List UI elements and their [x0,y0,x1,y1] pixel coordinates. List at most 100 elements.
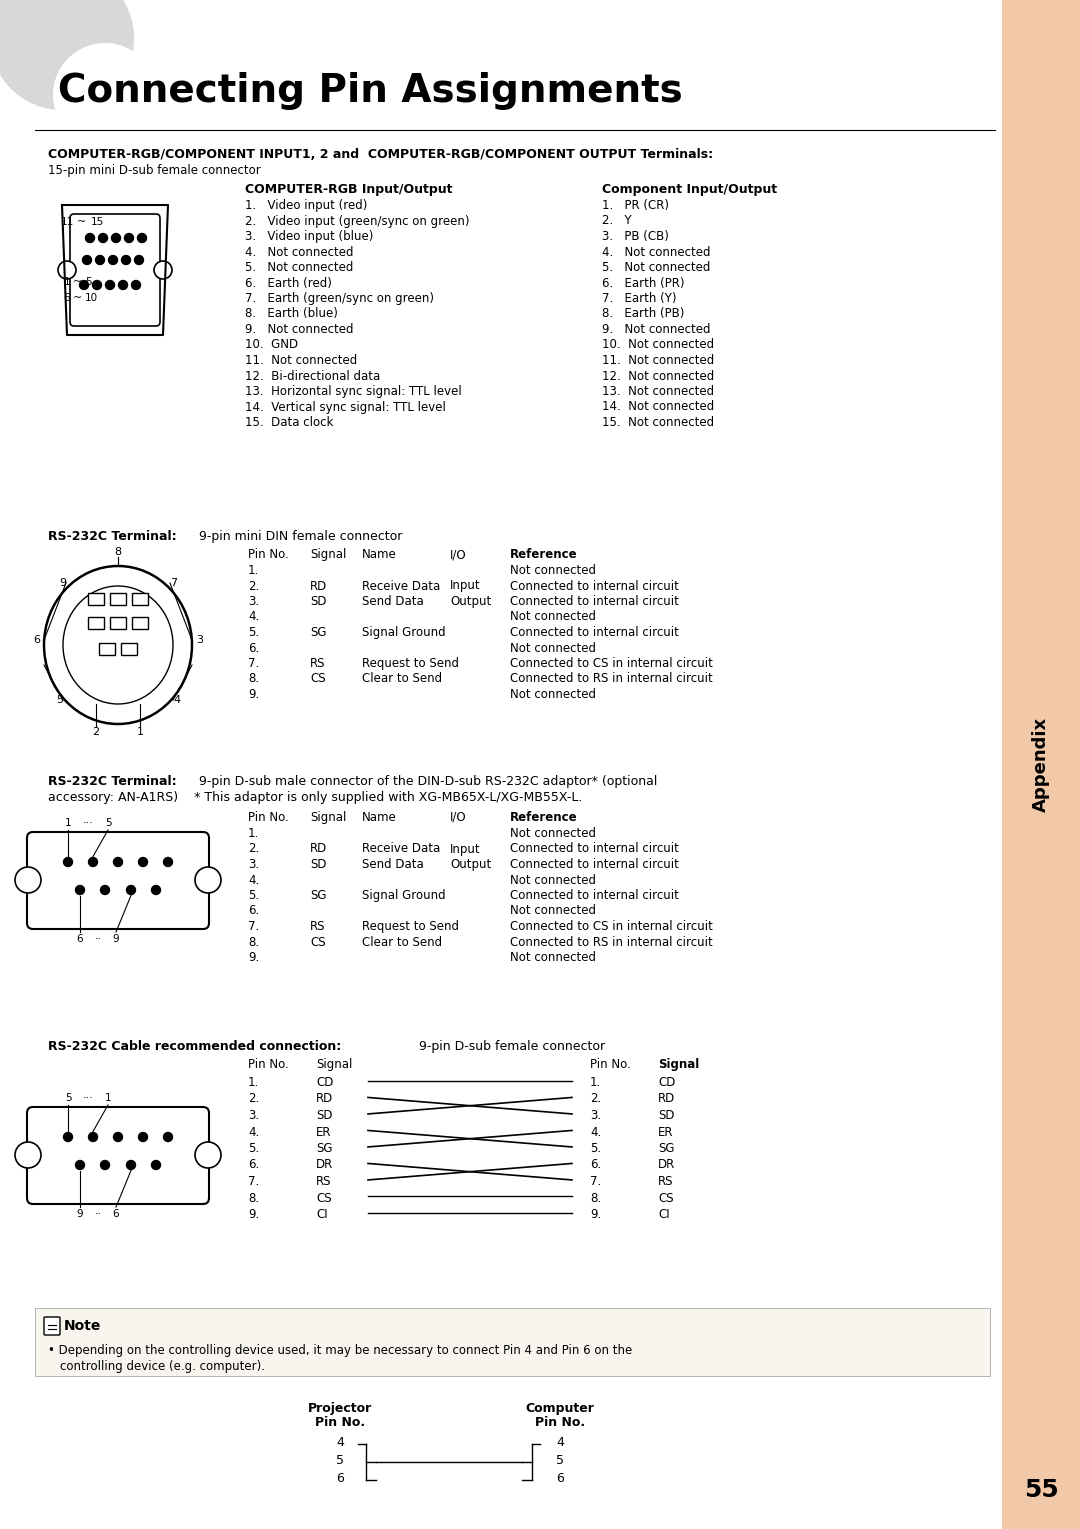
FancyBboxPatch shape [87,593,104,605]
Text: Not connected: Not connected [510,610,596,624]
Text: 4: 4 [556,1436,564,1449]
FancyBboxPatch shape [132,618,148,628]
Text: 5.   Not connected: 5. Not connected [245,261,353,274]
Text: Computer: Computer [526,1402,594,1414]
Circle shape [108,255,118,265]
Text: 15-pin mini D-sub female connector: 15-pin mini D-sub female connector [48,164,260,177]
Text: 3.: 3. [248,1109,259,1122]
Text: Not connected: Not connected [510,905,596,917]
Circle shape [151,885,161,894]
Circle shape [113,1133,122,1142]
Text: Connected to RS in internal circuit: Connected to RS in internal circuit [510,936,713,948]
Text: 2.: 2. [248,579,259,593]
Text: 55: 55 [1024,1479,1058,1501]
Text: 10: 10 [85,294,98,303]
Text: 6: 6 [336,1472,343,1485]
Text: SG: SG [310,888,326,902]
Text: 2.: 2. [590,1093,602,1105]
Text: 5.   Not connected: 5. Not connected [602,261,711,274]
Text: 4.: 4. [248,1125,259,1139]
Text: RS-232C Terminal:: RS-232C Terminal: [48,775,177,787]
Text: Receive Data: Receive Data [362,842,441,856]
Text: DR: DR [658,1159,675,1171]
Text: controlling device (e.g. computer).: controlling device (e.g. computer). [60,1359,265,1373]
Text: SD: SD [310,595,326,609]
Text: Connected to internal circuit: Connected to internal circuit [510,579,679,593]
Text: 1.: 1. [248,1076,259,1089]
Circle shape [89,1133,97,1142]
Circle shape [0,0,134,110]
Text: 1: 1 [65,818,71,829]
Circle shape [58,261,76,278]
Text: Pin No.: Pin No. [248,547,288,561]
Text: SG: SG [658,1142,675,1154]
Circle shape [126,885,135,894]
Text: 7.   Earth (Y): 7. Earth (Y) [602,292,676,304]
Text: 2: 2 [93,726,99,737]
Text: Send Data: Send Data [362,595,423,609]
Text: 10.  Not connected: 10. Not connected [602,338,714,352]
Text: 15.  Not connected: 15. Not connected [602,416,714,430]
Text: 5.: 5. [248,1142,259,1154]
Text: 7: 7 [170,578,177,589]
Text: 1.   PR (CR): 1. PR (CR) [602,199,669,213]
Text: 5: 5 [556,1454,564,1466]
Text: 5.: 5. [248,888,259,902]
Text: 3: 3 [195,635,203,645]
Text: 7.   Earth (green/sync on green): 7. Earth (green/sync on green) [245,292,434,304]
Text: 8: 8 [114,547,122,557]
Ellipse shape [63,586,173,703]
Text: Connecting Pin Assignments: Connecting Pin Assignments [58,72,683,110]
Text: 5: 5 [65,1093,71,1102]
Text: Request to Send: Request to Send [362,920,459,933]
Circle shape [135,255,144,265]
Circle shape [93,280,102,289]
Text: 4.: 4. [248,610,259,624]
Text: SD: SD [316,1109,333,1122]
Text: 8.: 8. [248,1191,259,1205]
Text: 8.: 8. [248,673,259,685]
Text: RD: RD [316,1093,334,1105]
Text: Send Data: Send Data [362,858,423,872]
Text: 8.: 8. [590,1191,602,1205]
Text: Connected to CS in internal circuit: Connected to CS in internal circuit [510,657,713,670]
Circle shape [89,858,97,867]
Text: Connected to internal circuit: Connected to internal circuit [510,888,679,902]
Text: SG: SG [310,625,326,639]
Text: Name: Name [362,547,396,561]
Text: 6.   Earth (PR): 6. Earth (PR) [602,277,685,289]
Text: 4.   Not connected: 4. Not connected [602,246,711,258]
Text: SD: SD [310,858,326,872]
Circle shape [76,1161,84,1170]
Text: Clear to Send: Clear to Send [362,673,442,685]
Circle shape [95,255,105,265]
Text: 6.: 6. [590,1159,602,1171]
Text: Input: Input [450,842,481,856]
Text: 7.: 7. [248,1174,259,1188]
Text: Signal Ground: Signal Ground [362,625,446,639]
Text: RS: RS [316,1174,332,1188]
Text: 6: 6 [556,1472,564,1485]
Circle shape [138,1133,148,1142]
Text: 3.: 3. [248,858,259,872]
Text: RS: RS [310,920,325,933]
Text: 3.: 3. [590,1109,602,1122]
Text: RS-232C Terminal:: RS-232C Terminal: [48,531,177,543]
Circle shape [15,1142,41,1168]
Circle shape [138,858,148,867]
Text: 5: 5 [85,277,92,287]
Circle shape [106,280,114,289]
Text: 8.   Earth (PB): 8. Earth (PB) [602,307,685,321]
Text: Component Input/Output: Component Input/Output [602,183,778,196]
Text: Pin No.: Pin No. [248,1058,288,1070]
Circle shape [151,1161,161,1170]
Text: ~: ~ [73,277,83,287]
Text: 1.: 1. [248,564,259,576]
Text: 3.   Video input (blue): 3. Video input (blue) [245,229,374,243]
Text: 1: 1 [105,1093,111,1102]
Circle shape [163,858,173,867]
Text: 3.: 3. [248,595,259,609]
Text: 6: 6 [64,294,70,303]
Text: RS-232C Cable recommended connection:: RS-232C Cable recommended connection: [48,1040,341,1053]
Text: RS: RS [310,657,325,670]
